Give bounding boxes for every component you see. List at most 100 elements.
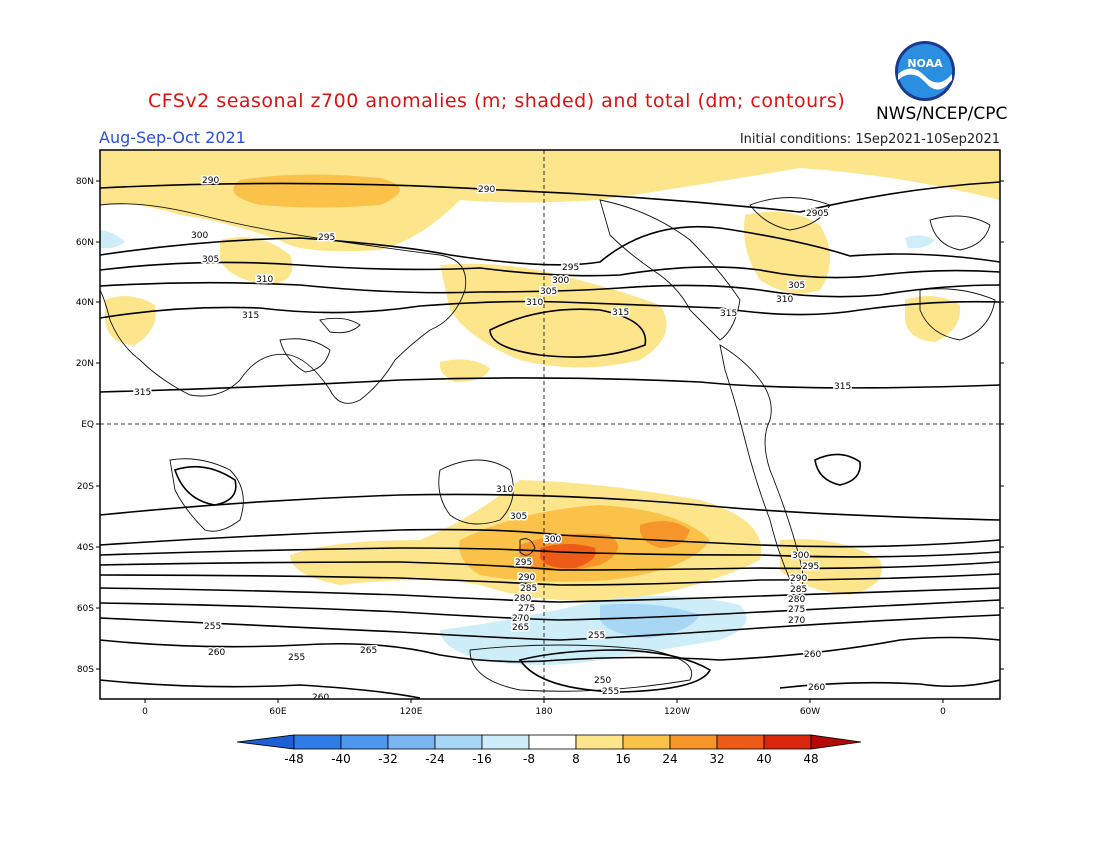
- colorbar-label: -40: [331, 752, 351, 766]
- contour-label: 295: [515, 558, 532, 568]
- contour-label: 290: [518, 573, 535, 583]
- contour-label: 315: [612, 308, 629, 318]
- contour-label: 255: [588, 631, 605, 641]
- colorbar-cell: [763, 734, 812, 750]
- contour-label: 310: [526, 298, 543, 308]
- colorbar-cell: [669, 734, 718, 750]
- chart-title: CFSv2 seasonal z700 anomalies (m; shaded…: [148, 90, 846, 112]
- contour-label: 260: [808, 683, 825, 693]
- contour-label: 300: [191, 231, 208, 241]
- contour-label: 295: [318, 233, 335, 243]
- lon-label: 120W: [664, 707, 690, 717]
- lat-label: 20S: [77, 482, 94, 492]
- agency-label: NWS/NCEP/CPC: [876, 104, 1008, 124]
- colorbar-label: 48: [803, 752, 818, 766]
- contour-label: 310: [776, 295, 793, 305]
- lon-label: 0: [142, 707, 148, 717]
- contour-label: 260: [804, 650, 821, 660]
- contour-label: 310: [256, 275, 273, 285]
- contour-label: 290: [202, 176, 219, 186]
- colorbar-label: 40: [756, 752, 771, 766]
- contour-label: 270: [788, 616, 805, 626]
- contour-label: 300: [552, 276, 569, 286]
- contour-label: 280: [788, 595, 805, 605]
- contour-label: 255: [288, 653, 305, 663]
- contour-label: 295: [562, 263, 579, 273]
- height-contours: [100, 181, 1000, 699]
- contour-label: 275: [788, 605, 805, 615]
- colorbar-cell: [528, 734, 577, 750]
- coastlines: [100, 197, 996, 692]
- lat-label: 20N: [76, 359, 94, 369]
- contour-label: 270: [512, 614, 529, 624]
- lat-label: 60S: [77, 604, 94, 614]
- colorbar-label: -48: [284, 752, 304, 766]
- lat-label: 40S: [77, 543, 94, 553]
- colorbar-arrow-right: [810, 734, 862, 750]
- lat-label: EQ: [81, 420, 94, 430]
- contour-label: 285: [520, 584, 537, 594]
- colorbar-label: 32: [709, 752, 724, 766]
- contour-label: 280: [514, 594, 531, 604]
- lat-label: 40N: [76, 298, 94, 308]
- noaa-logo-icon: NOAA: [895, 41, 955, 101]
- contour-label: 2905: [806, 209, 829, 219]
- contour-label: 285: [790, 585, 807, 595]
- colorbar-cell: [293, 734, 342, 750]
- colorbar-cell: [387, 734, 436, 750]
- contour-label: 295: [802, 562, 819, 572]
- initial-conditions-label: Initial conditions: 1Sep2021-10Sep2021: [739, 132, 1000, 147]
- contour-label: 315: [134, 388, 151, 398]
- contour-label: 305: [540, 287, 557, 297]
- lon-label: 60W: [800, 707, 820, 717]
- lat-label: 80N: [76, 177, 94, 187]
- colorbar-arrow-left: [236, 734, 295, 750]
- contour-label: 255: [602, 687, 619, 697]
- colorbar-label: -32: [378, 752, 398, 766]
- contour-label: 260: [208, 648, 225, 658]
- colorbar-label: -16: [472, 752, 492, 766]
- contour-label: 305: [202, 255, 219, 265]
- lon-label: 0: [940, 707, 946, 717]
- lon-label: 60E: [269, 707, 286, 717]
- contour-label: 300: [792, 551, 809, 561]
- contour-label: 315: [242, 311, 259, 321]
- contour-label: 300: [544, 535, 561, 545]
- colorbar-cell: [716, 734, 765, 750]
- contour-label: 265: [512, 623, 529, 633]
- contour-label: 290: [478, 185, 495, 195]
- colorbar-label: 24: [662, 752, 677, 766]
- contour-label: 265: [360, 646, 377, 656]
- lat-label: 60N: [76, 238, 94, 248]
- colorbar-cell: [481, 734, 530, 750]
- colorbar-cell: [434, 734, 483, 750]
- contour-label: 250: [594, 676, 611, 686]
- contour-label: 315: [720, 309, 737, 319]
- contour-label: 275: [518, 604, 535, 614]
- contour-label: 260: [312, 693, 329, 703]
- colorbar-cell: [340, 734, 389, 750]
- contour-label: 315: [834, 382, 851, 392]
- lon-label: 120E: [400, 707, 423, 717]
- colorbar-label: 8: [572, 752, 580, 766]
- latitude-axis: 80N 60N 40N 20N EQ 20S 40S 60S 80S: [76, 177, 1004, 675]
- logo-text: NOAA: [907, 57, 943, 70]
- colorbar-cell: [622, 734, 671, 750]
- contour-label: 305: [510, 512, 527, 522]
- longitude-axis: 0 60E 120E 180 120W 60W 0: [142, 699, 946, 717]
- season-label: Aug-Sep-Oct 2021: [99, 128, 246, 147]
- colorbar-label: 16: [615, 752, 630, 766]
- contour-label: 310: [496, 485, 513, 495]
- colorbar-labels: -48 -40 -32 -24 -16 -8 8 16 24 32 40 48: [284, 752, 818, 766]
- colorbar-label: -8: [523, 752, 535, 766]
- contour-label: 290: [790, 574, 807, 584]
- contour-labels: 290 290 2905 300 295 305 295 300 310 305…: [133, 175, 853, 703]
- colorbar: [236, 734, 862, 750]
- contour-label: 305: [788, 281, 805, 291]
- contour-label: 255: [204, 622, 221, 632]
- lat-label: 80S: [77, 665, 94, 675]
- lon-label: 180: [535, 707, 552, 717]
- colorbar-label: -24: [425, 752, 445, 766]
- colorbar-cell: [575, 734, 624, 750]
